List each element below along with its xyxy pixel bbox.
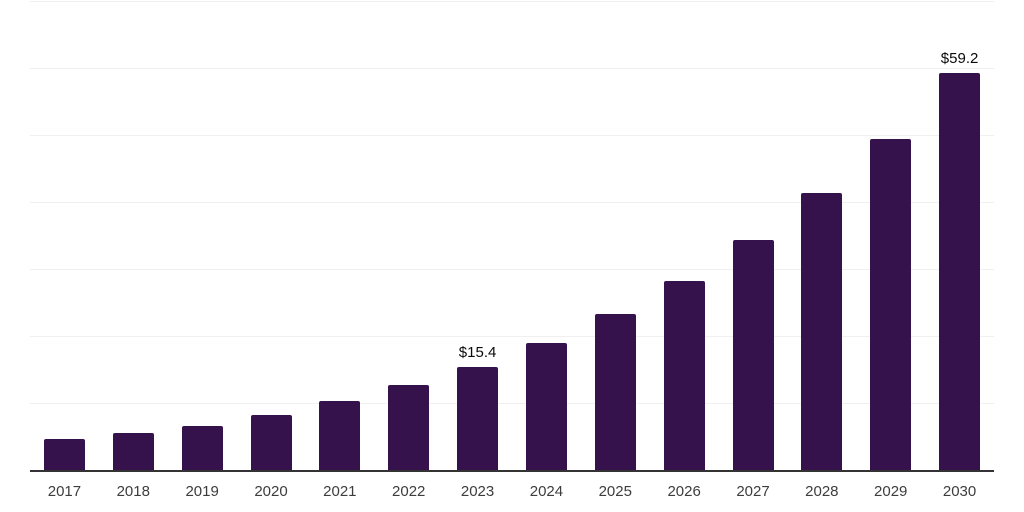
bar-2018: [112, 433, 154, 470]
x-tick-label-2018: 2018: [116, 483, 150, 500]
x-tick-label-2021: 2021: [323, 483, 357, 500]
bar-2023: [457, 366, 499, 470]
gridline: [30, 202, 994, 203]
gridline: [30, 336, 994, 337]
x-tick-label-2027: 2027: [736, 483, 770, 500]
bar-value-label-2030: $59.2: [940, 50, 979, 68]
gridline: [30, 403, 994, 404]
x-tick-label-2028: 2028: [805, 483, 839, 500]
x-tick-label-2017: 2017: [47, 483, 82, 500]
x-tick-label-2026: 2026: [667, 483, 701, 500]
x-tick-label-2029: 2029: [874, 483, 908, 500]
x-tick-label-2019: 2019: [185, 483, 219, 500]
x-tick-label-2023: 2023: [460, 483, 495, 500]
x-tick-label-2022: 2022: [392, 483, 426, 500]
bar-2021: [319, 401, 361, 470]
bar-2027: [732, 240, 774, 470]
x-tick-label-2025: 2025: [598, 483, 632, 500]
bar-2020: [250, 415, 292, 470]
x-axis: 2017 2018 2019 2020 2021 2022 2023 2024 2025 2026…: [30, 483, 994, 503]
bar-2028: [801, 192, 843, 470]
bar-2024: [525, 343, 567, 470]
x-tick-label-2030: 2030: [942, 483, 977, 500]
bar-2017: [43, 438, 85, 470]
bar-2022: [388, 384, 430, 470]
gridline: [30, 135, 994, 136]
gridline: [30, 1, 994, 2]
bar-2026: [663, 281, 705, 470]
plot-area: $15.4 $59.2: [30, 1, 994, 472]
gridline: [30, 68, 994, 69]
bar-value-label-2023: $15.4: [458, 343, 497, 361]
bar-2030: [939, 73, 981, 470]
x-tick-label-2020: 2020: [254, 483, 288, 500]
gridline: [30, 269, 994, 270]
x-tick-label-2024: 2024: [529, 483, 564, 500]
bar-2025: [594, 313, 636, 470]
bar-2029: [870, 139, 912, 470]
bar-2019: [181, 425, 223, 470]
